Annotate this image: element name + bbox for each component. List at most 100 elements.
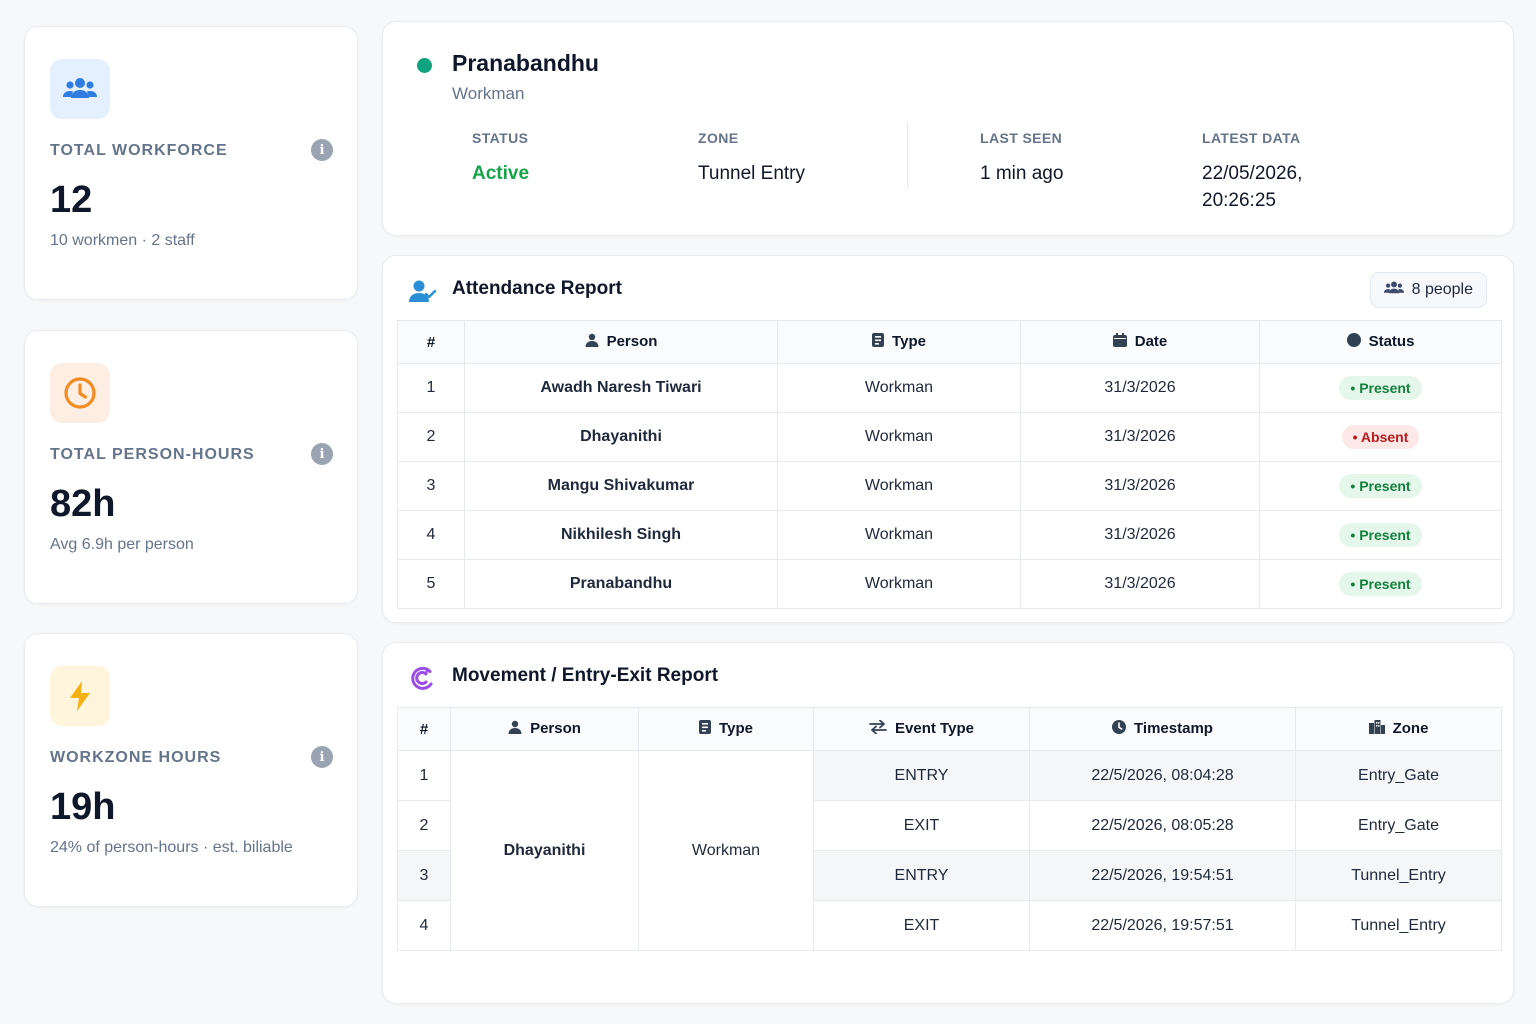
- status-dot-icon: [1346, 333, 1361, 351]
- status-cell: • Present: [1259, 461, 1502, 511]
- attendance-date: 31/3/2026: [1020, 559, 1260, 609]
- column-header-number[interactable]: #: [397, 707, 451, 751]
- event-zone: Tunnel_Entry: [1295, 850, 1502, 901]
- stat-value: 19h: [50, 786, 116, 828]
- column-header-timestamp[interactable]: Timestamp: [1029, 707, 1296, 751]
- last-seen-label: LAST SEEN: [980, 130, 1063, 146]
- column-header-number[interactable]: #: [397, 320, 465, 364]
- status-badge-present: • Present: [1339, 572, 1422, 596]
- event-zone: Entry_Gate: [1295, 750, 1502, 801]
- status-label: STATUS: [472, 130, 529, 146]
- latest-data-time: 20:26:25: [1202, 190, 1276, 211]
- row-number: 3: [397, 461, 465, 511]
- person-name: Nikhilesh Singh: [464, 510, 778, 560]
- status-badge-present: • Present: [1339, 474, 1422, 498]
- stat-label: WORKZONE HOURS: [50, 749, 222, 766]
- table-row[interactable]: 4 Nikhilesh Singh Workman 31/3/2026 • Pr…: [397, 510, 1502, 560]
- zone-field: ZONE Tunnel Entry: [698, 130, 805, 187]
- stat-label: TOTAL PERSON-HOURS: [50, 446, 255, 463]
- users-icon: [1383, 280, 1404, 301]
- column-header-type[interactable]: Type: [638, 707, 814, 751]
- people-count-badge[interactable]: 8 people: [1369, 272, 1487, 308]
- stat-label: TOTAL WORKFORCE: [50, 142, 228, 159]
- attendance-date: 31/3/2026: [1020, 412, 1260, 462]
- bolt-icon: [50, 666, 110, 726]
- column-header-person[interactable]: Person: [464, 320, 778, 364]
- table-row[interactable]: 1 Dhayanithi Workman ENTRY 22/5/2026, 08…: [397, 750, 1502, 951]
- stat-card-workzone-hours: WORKZONE HOURS i 19h 24% of person-hours…: [24, 633, 358, 907]
- person-name: Pranabandhu: [452, 50, 599, 76]
- event-zone: Entry_Gate: [1295, 800, 1502, 851]
- table-row[interactable]: 4 EXIT 22/5/2026, 19:57:51 Tunnel_Entry: [397, 900, 1502, 951]
- attendance-date: 31/3/2026: [1020, 461, 1260, 511]
- last-seen-field: LAST SEEN 1 min ago: [980, 130, 1063, 187]
- person-type: Workman: [777, 510, 1021, 560]
- person-type: Workman: [777, 412, 1021, 462]
- table-row[interactable]: 3 ENTRY 22/5/2026, 19:54:51 Tunnel_Entry: [397, 850, 1502, 901]
- stat-value: 12: [50, 179, 93, 221]
- event-timestamp: 22/5/2026, 19:57:51: [1029, 900, 1296, 951]
- status-value: Active: [472, 163, 530, 184]
- person-name: Mangu Shivakumar: [464, 461, 778, 511]
- clock-icon: [50, 363, 110, 423]
- users-icon: [50, 59, 110, 119]
- table-row[interactable]: 3 Mangu Shivakumar Workman 31/3/2026 • P…: [397, 461, 1502, 511]
- user-check-icon: [409, 278, 437, 306]
- section-title: Attendance Report: [452, 278, 622, 299]
- row-number: 1: [397, 363, 465, 413]
- row-number: 4: [397, 900, 451, 951]
- clock-icon: [1112, 720, 1127, 738]
- movement-cycle-icon: [409, 665, 437, 693]
- status-cell: • Present: [1259, 510, 1502, 560]
- column-header-type[interactable]: Type: [777, 320, 1021, 364]
- info-icon[interactable]: i: [311, 443, 333, 465]
- movement-table: # Person Type Event Type Timestamp Zone: [397, 707, 1502, 951]
- section-title: Movement / Entry-Exit Report: [452, 665, 719, 686]
- status-field: STATUS Active: [472, 130, 529, 187]
- column-header-person[interactable]: Person: [450, 707, 639, 751]
- stat-subtext: 10 workmen · 2 staff: [50, 232, 195, 249]
- id-badge-icon: [699, 720, 712, 738]
- table-row[interactable]: 2 EXIT 22/5/2026, 08:05:28 Entry_Gate: [397, 800, 1502, 851]
- latest-data-value: 22/05/2026, 20:26:25: [1202, 160, 1302, 214]
- event-type: EXIT: [813, 900, 1030, 951]
- person-name: Dhayanithi: [464, 412, 778, 462]
- status-cell: • Present: [1259, 363, 1502, 413]
- row-number: 2: [397, 800, 451, 851]
- status-cell: • Absent: [1259, 412, 1502, 462]
- person-type: Workman: [638, 750, 814, 951]
- table-row[interactable]: 5 Pranabandhu Workman 31/3/2026 • Presen…: [397, 559, 1502, 609]
- person-name: Pranabandhu: [464, 559, 778, 609]
- building-icon: [1368, 720, 1385, 738]
- person-name: Dhayanithi: [450, 750, 639, 951]
- column-header-zone[interactable]: Zone: [1295, 707, 1502, 751]
- person-icon: [508, 720, 522, 738]
- id-badge-icon: [872, 333, 885, 351]
- info-icon[interactable]: i: [311, 139, 333, 161]
- latest-data-date: 22/05/2026,: [1202, 163, 1303, 184]
- latest-data-label: LATEST DATA: [1202, 130, 1301, 146]
- stat-subtext: Avg 6.9h per person: [50, 536, 194, 553]
- person-type: Workman: [777, 363, 1021, 413]
- status-badge-present: • Present: [1339, 376, 1422, 400]
- stat-card-total-person-hours: TOTAL PERSON-HOURS i 82h Avg 6.9h per pe…: [24, 330, 358, 604]
- column-header-event-type[interactable]: Event Type: [813, 707, 1030, 751]
- column-header-date[interactable]: Date: [1020, 320, 1260, 364]
- row-number: 4: [397, 510, 465, 560]
- swap-arrows-icon: [869, 719, 887, 738]
- event-timestamp: 22/5/2026, 08:05:28: [1029, 800, 1296, 851]
- table-row[interactable]: 2 Dhayanithi Workman 31/3/2026 • Absent: [397, 412, 1502, 462]
- online-status-dot: [417, 58, 432, 73]
- movement-report-card: Movement / Entry-Exit Report # Person Ty…: [382, 642, 1514, 1004]
- calendar-icon: [1112, 333, 1127, 351]
- person-profile-card: Pranabandhu Workman STATUS Active ZONE T…: [382, 21, 1514, 236]
- table-header-row: # Person Type Event Type Timestamp Zone: [397, 707, 1502, 751]
- attendance-table: # Person Type Date Status 1 Awadh Naresh…: [397, 320, 1502, 609]
- table-row[interactable]: 1 Awadh Naresh Tiwari Workman 31/3/2026 …: [397, 363, 1502, 413]
- status-badge-absent: • Absent: [1341, 425, 1420, 449]
- column-header-status[interactable]: Status: [1259, 320, 1502, 364]
- event-timestamp: 22/5/2026, 08:04:28: [1029, 750, 1296, 801]
- info-icon[interactable]: i: [311, 746, 333, 768]
- zone-value: Tunnel Entry: [698, 163, 806, 184]
- event-timestamp: 22/5/2026, 19:54:51: [1029, 850, 1296, 901]
